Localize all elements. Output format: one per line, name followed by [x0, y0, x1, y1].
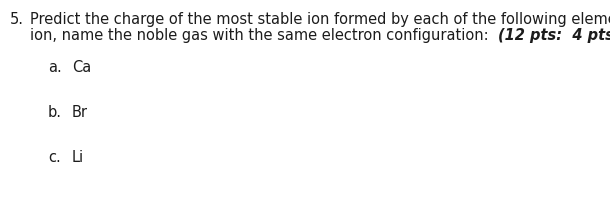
- Text: 5.: 5.: [10, 12, 24, 27]
- Text: Ca: Ca: [72, 60, 91, 75]
- Text: (12 pts:  4 pts each): (12 pts: 4 pts each): [498, 28, 610, 43]
- Text: a.: a.: [48, 60, 62, 75]
- Text: Predict the charge of the most stable ion formed by each of the following elemen: Predict the charge of the most stable io…: [30, 12, 610, 27]
- Text: ion, name the noble gas with the same electron configuration:: ion, name the noble gas with the same el…: [30, 28, 498, 43]
- Text: Li: Li: [72, 149, 84, 164]
- Text: Br: Br: [72, 104, 88, 119]
- Text: c.: c.: [48, 149, 61, 164]
- Text: b.: b.: [48, 104, 62, 119]
